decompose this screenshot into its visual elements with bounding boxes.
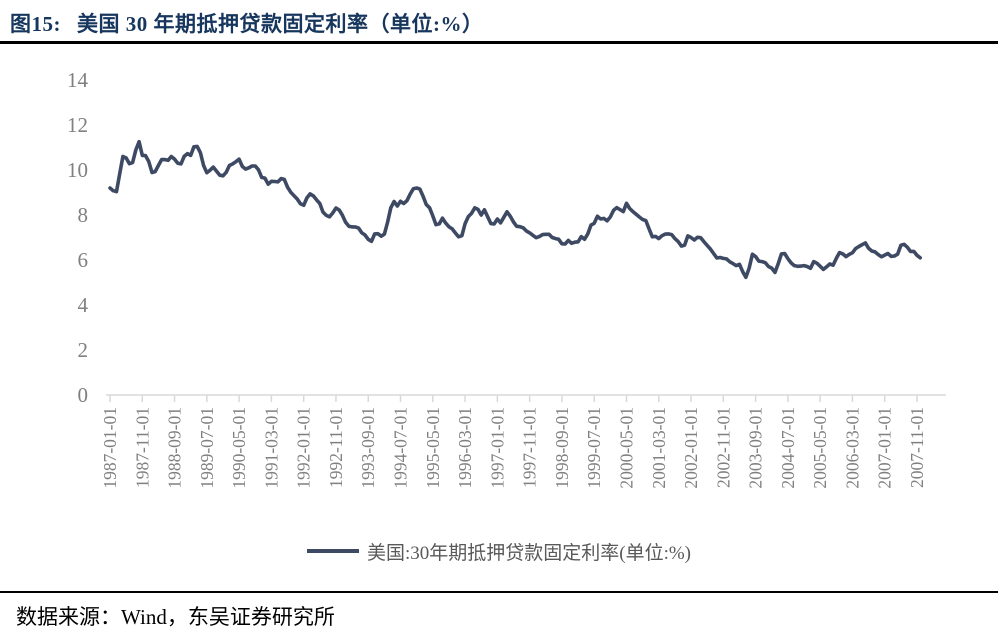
x-tick-label: 2000-05-01	[616, 407, 636, 489]
header-divider	[0, 41, 998, 44]
y-tick-label: 6	[78, 248, 89, 272]
y-tick-label: 8	[78, 203, 89, 227]
x-tick-label: 1998-09-01	[552, 407, 572, 489]
x-tick-label: 1999-07-01	[584, 407, 604, 489]
x-tick-label: 2004-07-01	[778, 407, 798, 489]
x-tick-label: 2001-03-01	[649, 407, 669, 489]
y-tick-label: 14	[67, 68, 89, 92]
y-tick-label: 10	[67, 158, 88, 182]
x-tick-label: 2007-01-01	[875, 407, 895, 489]
data-source-note: 数据来源：Wind，东吴证券研究所	[16, 605, 335, 629]
chart-area: 1987-01-01 1987-11-01 1988-09-01 1989-07-01…	[0, 48, 998, 536]
x-tick-label: 1988-09-01	[165, 407, 185, 489]
y-tick-label: 2	[78, 338, 89, 362]
footer-divider	[0, 591, 998, 593]
x-tick-label: 1990-05-01	[229, 407, 249, 489]
figure-title-text: 美国 30 年期抵押贷款固定利率（单位:%）	[77, 12, 484, 36]
x-tick-label: 1989-07-01	[197, 407, 217, 489]
rate-line-chart: 1987-01-01 1987-11-01 1988-09-01 1989-07-01…	[67, 68, 946, 489]
x-tick-label: 1987-01-01	[100, 407, 120, 489]
legend-label: 美国:30年期抵押贷款固定利率(单位:%)	[366, 542, 692, 564]
y-tick-label: 4	[78, 293, 89, 317]
x-tick-label: 1987-11-01	[132, 407, 152, 488]
x-tick-label: 1996-03-01	[455, 407, 475, 489]
x-tick-label: 2002-11-01	[713, 407, 733, 488]
x-tick-label: 1994-07-01	[391, 407, 411, 489]
x-tick-label: 1992-11-01	[326, 407, 346, 488]
y-tick-label: 12	[67, 113, 88, 137]
x-tick-label: 2007-11-01	[907, 407, 927, 488]
x-tick-label: 1997-01-01	[487, 407, 507, 489]
chart-legend: 美国:30年期抵押贷款固定利率(单位:%)	[0, 538, 998, 564]
rate-line	[108, 139, 923, 280]
x-tick-label: 1991-03-01	[261, 407, 281, 489]
x-tick-label: 2005-05-01	[810, 407, 830, 489]
legend-line-swatch	[306, 549, 359, 553]
figure-number: 图15:	[10, 12, 61, 36]
x-tick-label: 1995-05-01	[423, 407, 443, 489]
x-tick-label: 1992-01-01	[294, 407, 314, 489]
x-tick-label: 1993-09-01	[358, 407, 378, 489]
x-tick-label: 2002-01-01	[681, 407, 701, 489]
x-tick-label: 2003-09-01	[746, 407, 766, 489]
figure-title: 图15: 美国 30 年期抵押贷款固定利率（单位:%）	[10, 8, 484, 38]
y-tick-label: 0	[78, 383, 89, 407]
x-tick-label: 2006-03-01	[842, 407, 862, 489]
x-tick-label: 1997-11-01	[520, 407, 540, 488]
